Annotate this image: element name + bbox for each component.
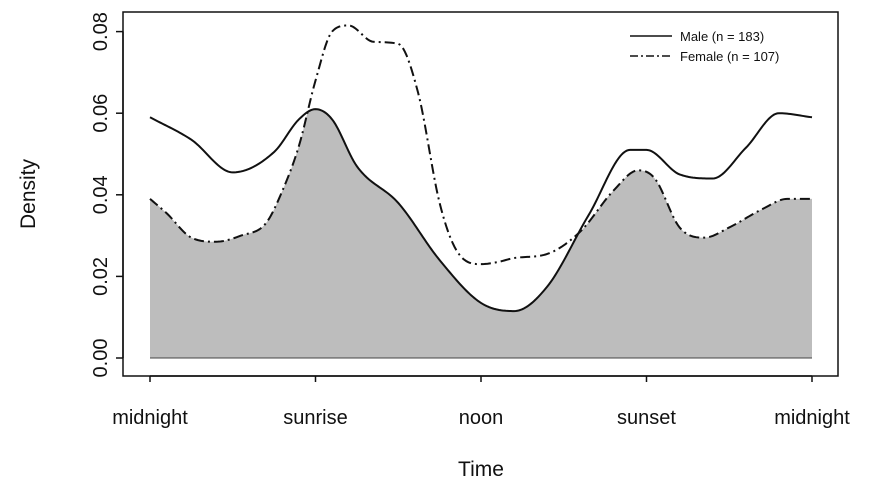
x-axis: midnight sunrise noon sunset midnight xyxy=(112,375,850,429)
x-tick-label: sunrise xyxy=(283,407,347,429)
y-tick-label: 0.02 xyxy=(90,257,112,296)
y-tick-label: 0.08 xyxy=(90,12,112,51)
y-axis: 0.00 0.02 0.04 0.06 0.08 xyxy=(90,12,124,378)
y-tick-label: 0.00 xyxy=(90,339,112,378)
y-tick-label: 0.06 xyxy=(90,94,112,133)
legend: Male (n = 183) Female (n = 107) xyxy=(630,29,779,64)
legend-label: Male (n = 183) xyxy=(680,29,764,44)
x-axis-title: Time xyxy=(458,458,504,481)
overlap-area-fill xyxy=(150,109,812,359)
series-line-female xyxy=(149,24,812,266)
x-tick-label: midnight xyxy=(774,407,850,429)
plot-area xyxy=(122,11,839,377)
legend-label: Female (n = 107) xyxy=(680,49,779,64)
y-tick-label: 0.04 xyxy=(90,175,112,214)
x-tick-label: sunset xyxy=(617,407,676,429)
x-tick-label: midnight xyxy=(112,407,188,429)
y-axis-title: Density xyxy=(17,158,40,229)
series-line-male xyxy=(149,108,813,313)
x-tick-label: noon xyxy=(459,407,504,429)
